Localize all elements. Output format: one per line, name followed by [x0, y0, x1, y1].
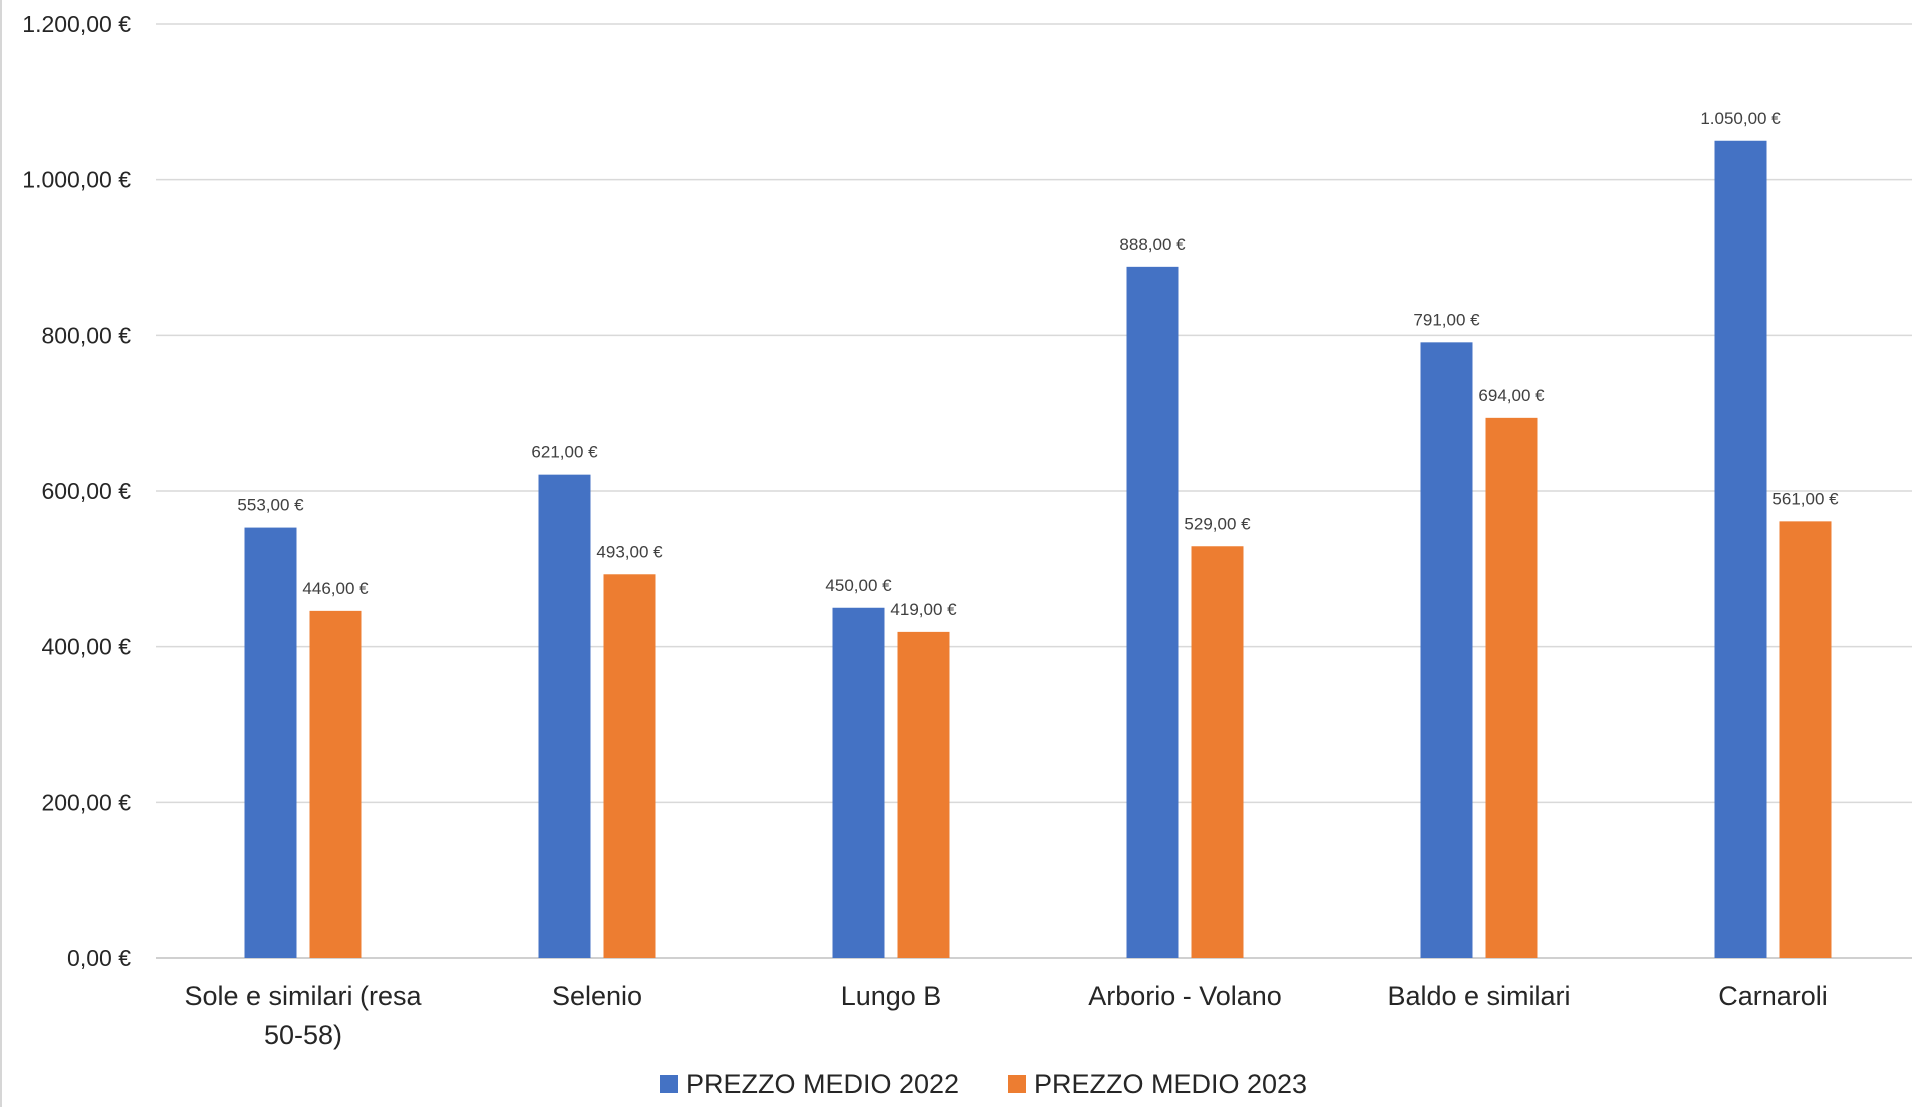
bar-2023	[1191, 546, 1244, 958]
gridlines	[156, 23, 1912, 959]
data-label: 419,00 €	[890, 600, 957, 619]
y-axis: 0,00 € 200,00 € 400,00 € 600,00 € 800,00 € 1.…	[22, 11, 131, 971]
data-label: 493,00 €	[596, 542, 663, 561]
x-category-label: Lungo B	[841, 981, 942, 1011]
data-label: 553,00 €	[237, 496, 304, 515]
data-label: 791,00 €	[1413, 310, 1480, 329]
data-label: 450,00 €	[825, 576, 892, 595]
x-category-label: Sole e similari (resa 50-58)	[184, 981, 422, 1050]
bar-2023	[897, 631, 950, 958]
x-category-label: Baldo e similari	[1387, 981, 1570, 1011]
y-tick-label: 1.000,00 €	[22, 167, 131, 193]
data-label: 1.050,00 €	[1700, 109, 1781, 128]
bar-2022	[244, 527, 297, 958]
data-label: 561,00 €	[1772, 489, 1839, 508]
bar-2022	[538, 474, 591, 958]
legend: PREZZO MEDIO 2022 PREZZO MEDIO 2023	[660, 1069, 1307, 1099]
y-tick-label: 800,00 €	[41, 322, 131, 348]
data-label: 446,00 €	[302, 579, 369, 598]
bar-2023	[1779, 521, 1832, 958]
data-label: 529,00 €	[1184, 514, 1251, 533]
y-tick-label: 200,00 €	[41, 789, 131, 815]
data-label: 888,00 €	[1119, 235, 1186, 254]
y-tick-label: 1.200,00 €	[22, 11, 131, 37]
bar-2022	[1126, 266, 1179, 959]
data-label: 621,00 €	[531, 443, 598, 462]
bar-2023	[603, 574, 656, 958]
bar-2023	[1485, 417, 1538, 958]
x-category-label: Selenio	[552, 981, 642, 1011]
y-tick-label: 0,00 €	[67, 945, 131, 971]
data-labels: 553,00 € 446,00 € 621,00 € 493,00 € 450,00 €…	[237, 109, 1839, 619]
y-tick-label: 400,00 €	[41, 634, 131, 660]
x-category-label: Arborio - Volano	[1088, 981, 1282, 1011]
legend-swatch	[660, 1075, 678, 1093]
bar-2022	[1420, 342, 1473, 958]
data-label: 694,00 €	[1478, 386, 1545, 405]
bar-2022	[832, 607, 885, 958]
legend-label: PREZZO MEDIO 2022	[686, 1069, 959, 1099]
y-tick-label: 600,00 €	[41, 478, 131, 504]
legend-swatch	[1008, 1075, 1026, 1093]
bar-2023	[309, 610, 362, 958]
bars	[244, 140, 1832, 959]
x-axis-categories: Sole e similari (resa 50-58) Selenio Lungo …	[184, 981, 1827, 1050]
x-category-label: Carnaroli	[1718, 981, 1828, 1011]
bar-2022	[1714, 140, 1767, 958]
legend-label: PREZZO MEDIO 2023	[1034, 1069, 1307, 1099]
